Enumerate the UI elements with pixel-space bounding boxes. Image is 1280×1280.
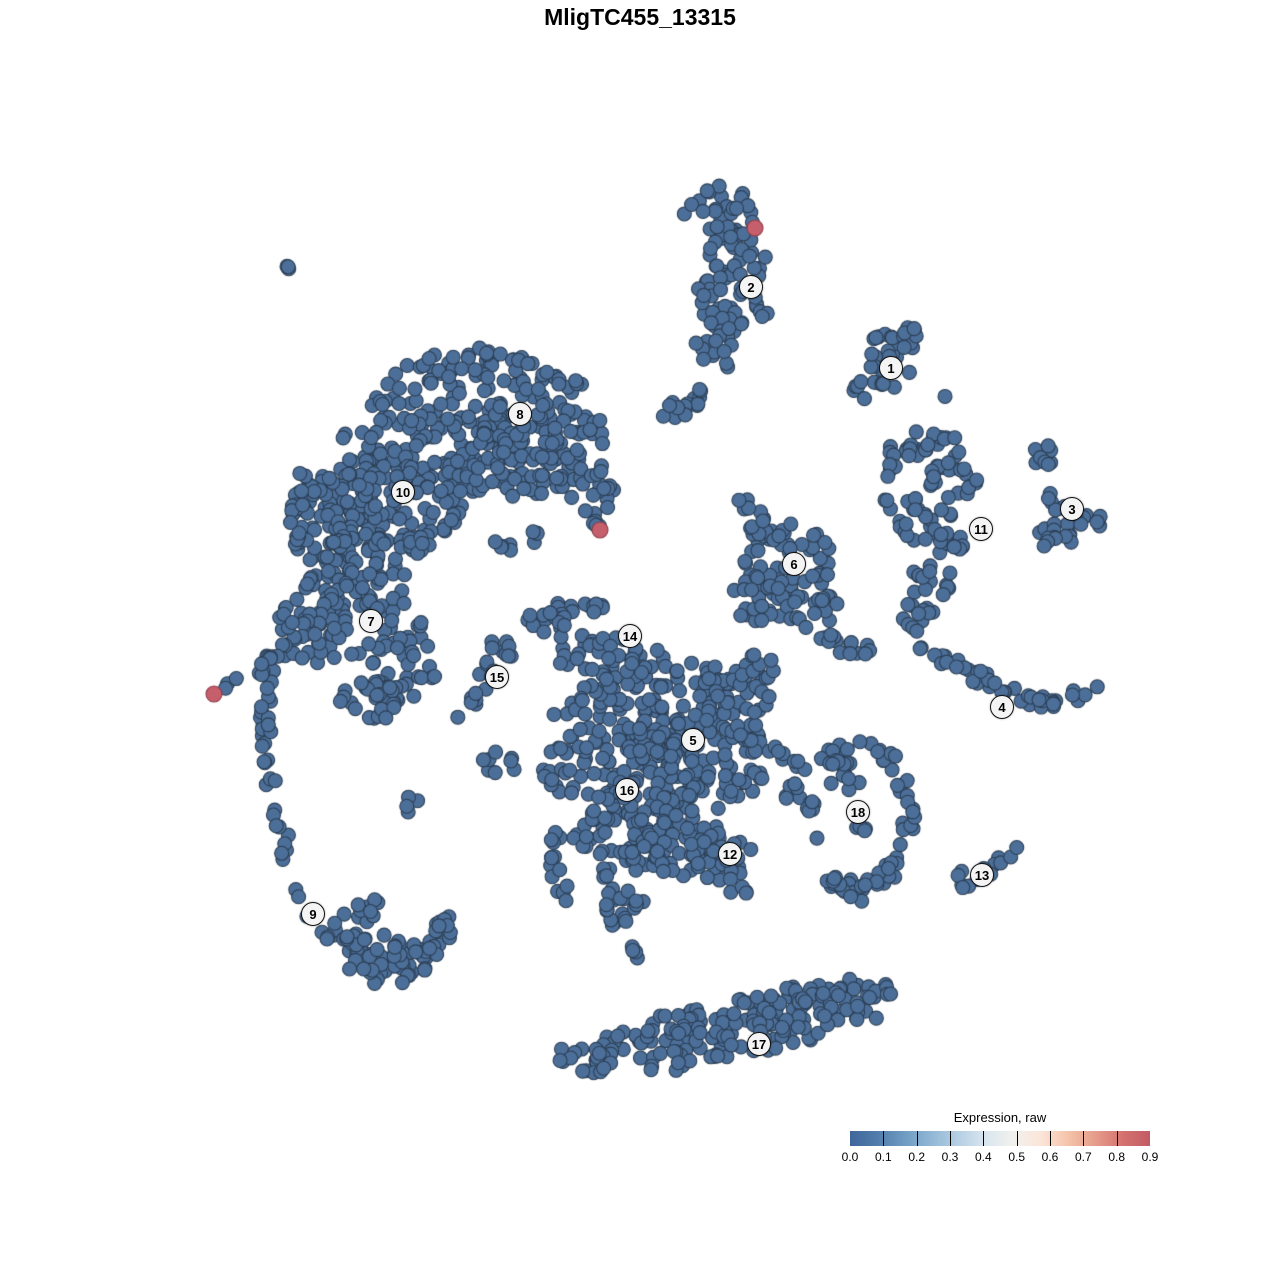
legend-tick-mark (1083, 1131, 1085, 1146)
legend-tick-mark (916, 1131, 918, 1146)
legend-tick-label: 0.1 (874, 1150, 892, 1164)
legend-tick-mark (1116, 1131, 1118, 1146)
legend-tick-label: 0.0 (841, 1150, 859, 1164)
legend-tick-label: 0.7 (1074, 1150, 1092, 1164)
legend-tick-label: 0.8 (1108, 1150, 1125, 1164)
legend-tick-label: 0.4 (974, 1150, 992, 1164)
legend-tick-mark (983, 1131, 985, 1146)
legend-tick-label: 0.3 (941, 1150, 959, 1164)
legend-tick-label: 0.6 (1041, 1150, 1059, 1164)
legend-title: Expression, raw (953, 1110, 1047, 1125)
expression-legend: Expression, raw 0.0 0.1 0.2 0.3 0.4 0.5 0.6 0.7… (842, 1110, 1159, 1170)
legend-tick-label: 0.9 (1141, 1150, 1159, 1164)
legend-tick-mark (950, 1131, 951, 1146)
legend-tick-mark (883, 1131, 885, 1146)
legend-tick-label: 0.2 (908, 1150, 925, 1164)
legend-gradient-bar (850, 1131, 1150, 1146)
legend-tick-mark (1016, 1131, 1018, 1146)
legend-tick-label: 0.5 (1008, 1150, 1025, 1164)
legend-tick-mark (1050, 1131, 1051, 1146)
